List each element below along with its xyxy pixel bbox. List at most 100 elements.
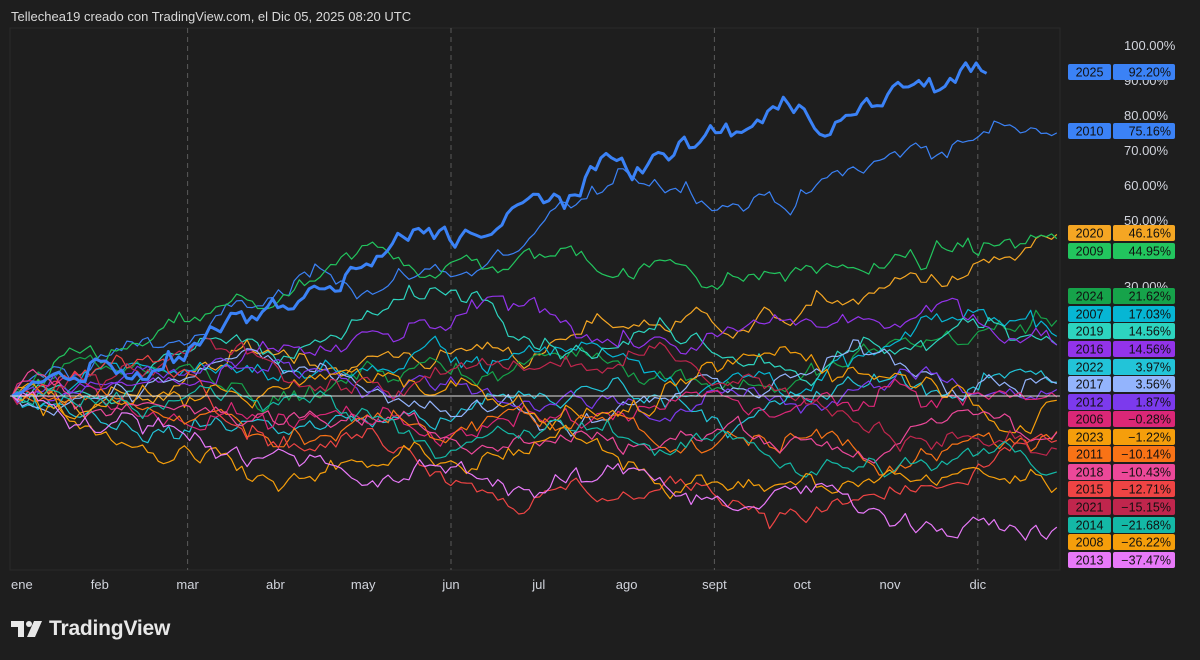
legend-value-label: −21.68% (1121, 519, 1171, 533)
legend-value-label: 46.16% (1129, 227, 1171, 241)
x-tick-label-ago: ago (616, 577, 638, 592)
legend-badge-2008[interactable]: 2008 −26.22% (1068, 534, 1175, 550)
legend-badge-2024[interactable]: 2024 21.62% (1068, 288, 1175, 304)
legend-badge-2019[interactable]: 2019 14.56% (1068, 323, 1175, 339)
y-tick-label: 100.00% (1124, 38, 1176, 53)
legend-badge-2021[interactable]: 2021 −15.15% (1068, 499, 1175, 515)
legend-badge-2007[interactable]: 2007 17.03% (1068, 306, 1175, 322)
y-tick-label: 80.00% (1124, 108, 1169, 123)
legend-year-bg (1068, 411, 1111, 427)
legend-year-bg (1068, 534, 1111, 550)
series-line-2016 (11, 295, 1058, 404)
legend-year-label: 2008 (1076, 536, 1104, 550)
series-line-2022 (11, 368, 1057, 444)
x-tick-label-oct: oct (794, 577, 812, 592)
legend-badge-2010[interactable]: 2010 75.16% (1068, 123, 1175, 139)
legend-year-label: 2011 (1076, 448, 1103, 462)
legend-badge-2015[interactable]: 2015 −12.71% (1068, 481, 1175, 497)
legend-badge-2012[interactable]: 2012 1.87% (1068, 394, 1175, 410)
series-line-2023 (11, 346, 1057, 435)
legend-year-bg (1068, 123, 1111, 139)
legend-value-label: 44.95% (1129, 245, 1171, 259)
series-line-2017 (11, 339, 1058, 437)
legend-year-label: 2010 (1076, 125, 1104, 139)
legend-badge-2016[interactable]: 2016 14.56% (1068, 341, 1175, 357)
legend-badge-2018[interactable]: 2018 −10.43% (1068, 464, 1175, 480)
legend-year-label: 2009 (1076, 245, 1104, 259)
x-tick-label-jul: jul (531, 577, 545, 592)
legend-year-bg (1068, 394, 1111, 410)
legend-year-bg (1068, 306, 1111, 322)
legend-value-label: 14.56% (1129, 325, 1171, 339)
legend-value-bg (1113, 225, 1175, 241)
legend-year-label: 2006 (1076, 413, 1104, 427)
legend-year-label: 2021 (1076, 501, 1104, 515)
legend-year-bg (1068, 376, 1111, 392)
legend-value-bg (1113, 411, 1175, 427)
legend-year-label: 2012 (1076, 396, 1104, 410)
x-tick-label-dic: dic (969, 577, 986, 592)
y-tick-label: 70.00% (1124, 143, 1169, 158)
legend-value-label: −37.47% (1121, 554, 1171, 568)
legend-year-bg (1068, 359, 1111, 375)
legend-year-label: 2014 (1076, 519, 1104, 533)
series-line-2007 (11, 308, 1058, 410)
legend-badge-2022[interactable]: 2022 3.97% (1068, 359, 1175, 375)
legend-badge-2011[interactable]: 2011 −10.14% (1068, 446, 1175, 462)
legend-year-bg (1068, 499, 1111, 515)
legend-year-label: 2007 (1076, 308, 1104, 322)
legend-value-bg (1113, 123, 1175, 139)
legend-year-label: 2024 (1076, 290, 1104, 304)
legend-value-label: 14.56% (1129, 343, 1171, 357)
series-line-2013 (11, 390, 1058, 541)
legend-year-bg (1068, 323, 1111, 339)
legend-badge-2006[interactable]: 2006 −0.28% (1068, 411, 1175, 427)
legend-year-label: 2023 (1076, 431, 1104, 445)
legend-value-bg (1113, 288, 1175, 304)
legend-value-label: −12.71% (1121, 483, 1171, 497)
legend-value-bg (1113, 552, 1175, 568)
legend-value-bg (1113, 394, 1175, 410)
legend-year-label: 2017 (1076, 378, 1104, 392)
x-tick-label-ene: ene (11, 577, 33, 592)
x-tick-label-jun: jun (441, 577, 459, 592)
legend-value-label: 92.20% (1129, 66, 1171, 80)
legend-badge-2017[interactable]: 2017 3.56% (1068, 376, 1175, 392)
x-tick-label-may: may (351, 577, 376, 592)
y-tick-label: 50.00% (1124, 213, 1169, 228)
series-line-2014 (11, 385, 1057, 478)
series-line-2020 (11, 233, 1058, 419)
legend-value-bg (1113, 429, 1175, 445)
legend-value-bg (1113, 499, 1175, 515)
legend-value-bg (1113, 341, 1175, 357)
series-line-2025 (11, 61, 988, 398)
legend-badge-2009[interactable]: 2009 44.95% (1068, 243, 1175, 259)
legend-badge-2014[interactable]: 2014 −21.68% (1068, 517, 1175, 533)
series-line-2010 (11, 120, 1058, 397)
legend-badge-2020[interactable]: 2020 46.16% (1068, 225, 1175, 241)
legend-value-label: −15.15% (1121, 501, 1171, 515)
legend-year-bg (1068, 446, 1111, 462)
series-line-2024 (11, 309, 1058, 413)
legend-badge-2013[interactable]: 2013 −37.47% (1068, 552, 1175, 568)
legend-value-label: 17.03% (1129, 308, 1171, 322)
series-line-2008 (11, 393, 1058, 500)
legend-year-bg (1068, 517, 1111, 533)
legend-badge-2025[interactable]: 2025 92.20% (1068, 64, 1175, 80)
legend-value-bg (1113, 359, 1175, 375)
legend-value-bg (1113, 64, 1175, 80)
legend-value-bg (1113, 446, 1175, 462)
tradingview-logo-icon (11, 621, 42, 637)
legend-value-bg (1113, 517, 1175, 533)
legend-year-bg (1068, 64, 1111, 80)
legend-year-bg (1068, 341, 1111, 357)
legend-year-bg (1068, 552, 1111, 568)
legend-year-label: 2018 (1076, 466, 1104, 480)
legend-year-bg (1068, 481, 1111, 497)
legend-badge-2023[interactable]: 2023 −1.22% (1068, 429, 1175, 445)
legend-value-label: 1.87% (1136, 396, 1171, 410)
legend-value-bg (1113, 376, 1175, 392)
legend-value-label: −1.22% (1128, 431, 1171, 445)
tradingview-brand[interactable]: TradingView (11, 617, 170, 641)
